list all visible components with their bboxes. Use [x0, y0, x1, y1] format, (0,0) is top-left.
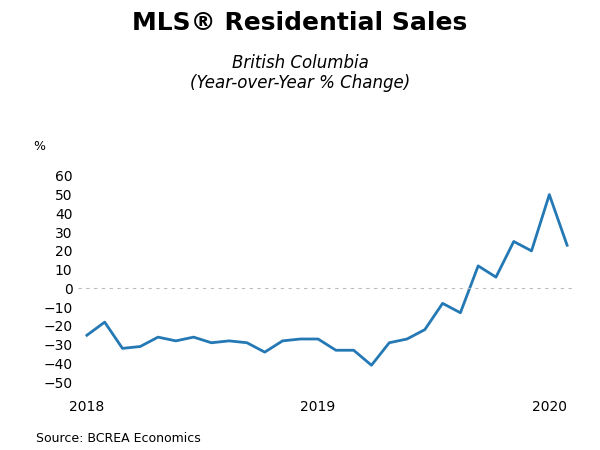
Text: %: %: [33, 140, 45, 153]
Text: (Year-over-Year % Change): (Year-over-Year % Change): [190, 74, 410, 92]
Text: British Columbia: British Columbia: [232, 54, 368, 72]
Text: MLS® Residential Sales: MLS® Residential Sales: [133, 11, 467, 35]
Text: Source: BCREA Economics: Source: BCREA Economics: [36, 432, 201, 446]
